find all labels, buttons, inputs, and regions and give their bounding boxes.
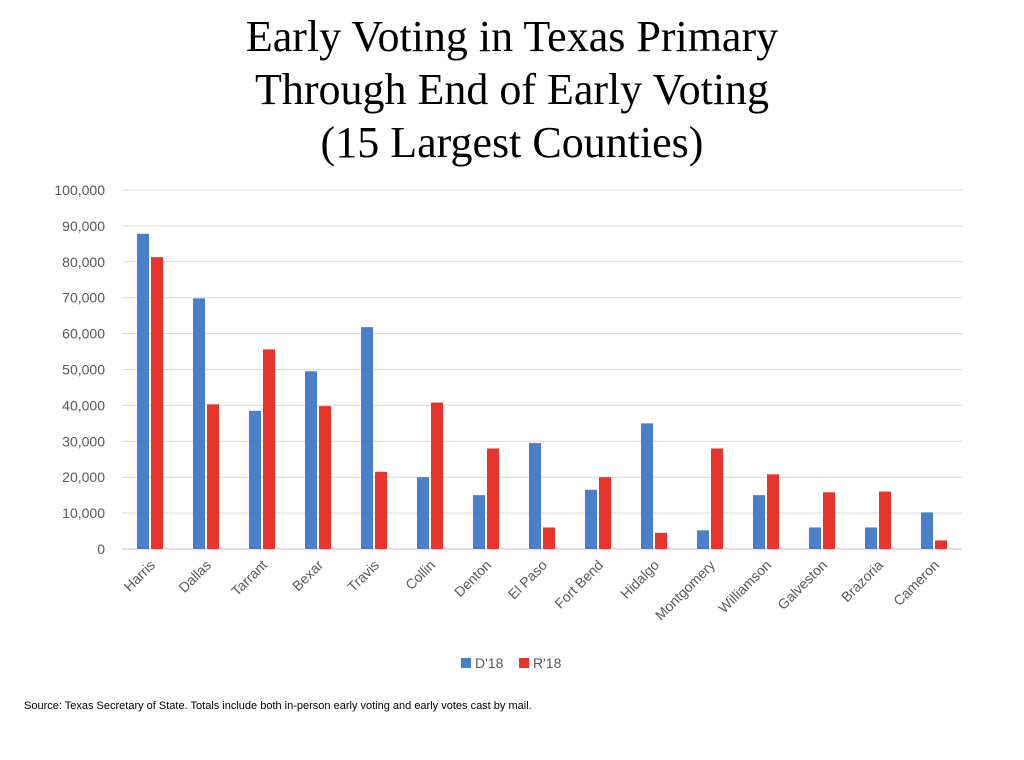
chart-title-line-3: (15 Largest Counties) <box>320 118 704 167</box>
bar-d18-fort-bend <box>585 489 597 549</box>
bar-d18-tarrant <box>249 410 261 549</box>
bar-d18-denton <box>473 495 485 549</box>
x-tick-label: Collin <box>402 557 438 593</box>
bar-r18-dallas <box>207 404 219 549</box>
x-tick-label: Tarrant <box>228 557 270 599</box>
legend-label: D'18 <box>475 655 504 671</box>
bar-d18-dallas <box>193 298 205 549</box>
x-tick-label: Denton <box>451 557 494 600</box>
x-tick-label: Montgomery <box>652 557 718 623</box>
x-tick-label: El Paso <box>505 557 551 603</box>
x-tick-label: Fort Bend <box>551 557 606 612</box>
chart-title: Early Voting in Texas Primary Through En… <box>0 10 1024 169</box>
x-tick-label: Hidalgo <box>617 557 662 602</box>
legend: D'18 R'18 <box>461 655 562 671</box>
y-tick-label: 80,000 <box>62 254 105 270</box>
bar-r18-travis <box>375 471 387 549</box>
x-tick-label: Dallas <box>175 557 214 596</box>
y-tick-label: 70,000 <box>62 290 105 306</box>
bars <box>137 233 947 549</box>
y-tick-label: 40,000 <box>62 397 105 413</box>
bar-r18-cameron <box>935 540 947 549</box>
legend-swatch <box>519 658 529 668</box>
bar-r18-hidalgo <box>655 532 667 549</box>
chart-title-line-1: Early Voting in Texas Primary <box>245 12 779 61</box>
x-axis-tick-labels: Harris Dallas Tarrant Bexar Travis Collin Dent… <box>120 557 942 624</box>
bar-d18-galveston <box>809 527 821 549</box>
x-tick-label: Galveston <box>774 557 830 613</box>
bar-r18-el-paso <box>543 527 555 549</box>
bar-r18-denton <box>487 448 499 549</box>
y-tick-label: 10,000 <box>62 505 105 521</box>
legend-label: R'18 <box>533 655 562 671</box>
y-tick-label: 0 <box>97 541 105 557</box>
chart-title-line-2: Through End of Early Voting <box>254 65 770 114</box>
bar-r18-fort-bend <box>599 477 611 549</box>
bar-r18-bexar <box>319 406 331 549</box>
bar-r18-brazoria <box>879 491 891 549</box>
gridlines <box>122 189 962 550</box>
bar-r18-tarrant <box>263 349 275 549</box>
x-tick-label: Harris <box>120 557 158 595</box>
bar-d18-williamson <box>753 495 765 549</box>
bar-d18-hidalgo <box>641 423 653 549</box>
y-tick-label: 60,000 <box>62 326 105 342</box>
bar-d18-collin <box>417 477 429 549</box>
x-tick-label: Williamson <box>715 557 774 616</box>
bar-r18-galveston <box>823 492 835 549</box>
y-tick-label: 30,000 <box>62 433 105 449</box>
y-tick-label: 100,000 <box>54 182 105 198</box>
bar-d18-travis <box>361 327 373 549</box>
y-axis-tick-labels: 0 10,000 20,000 30,000 40,000 50,000 60,000 70,… <box>54 182 105 557</box>
bar-d18-el-paso <box>529 443 541 549</box>
bar-d18-bexar <box>305 371 317 549</box>
legend-swatch <box>461 658 471 668</box>
y-tick-label: 50,000 <box>62 362 105 378</box>
bar-d18-cameron <box>921 512 933 549</box>
source-note: Source: Texas Secretary of State. Totals… <box>24 700 532 712</box>
bar-d18-harris <box>137 233 149 549</box>
x-tick-label: Brazoria <box>838 557 886 605</box>
bar-r18-montgomery <box>711 448 723 549</box>
bar-d18-brazoria <box>865 527 877 549</box>
x-tick-label: Bexar <box>289 557 326 594</box>
bar-r18-harris <box>151 257 163 549</box>
y-tick-label: 90,000 <box>62 218 105 234</box>
bar-r18-williamson <box>767 474 779 549</box>
bar-d18-montgomery <box>697 530 709 549</box>
x-tick-label: Cameron <box>890 557 942 609</box>
x-tick-label: Travis <box>344 557 382 595</box>
y-tick-label: 20,000 <box>62 469 105 485</box>
bar-r18-collin <box>431 402 443 549</box>
